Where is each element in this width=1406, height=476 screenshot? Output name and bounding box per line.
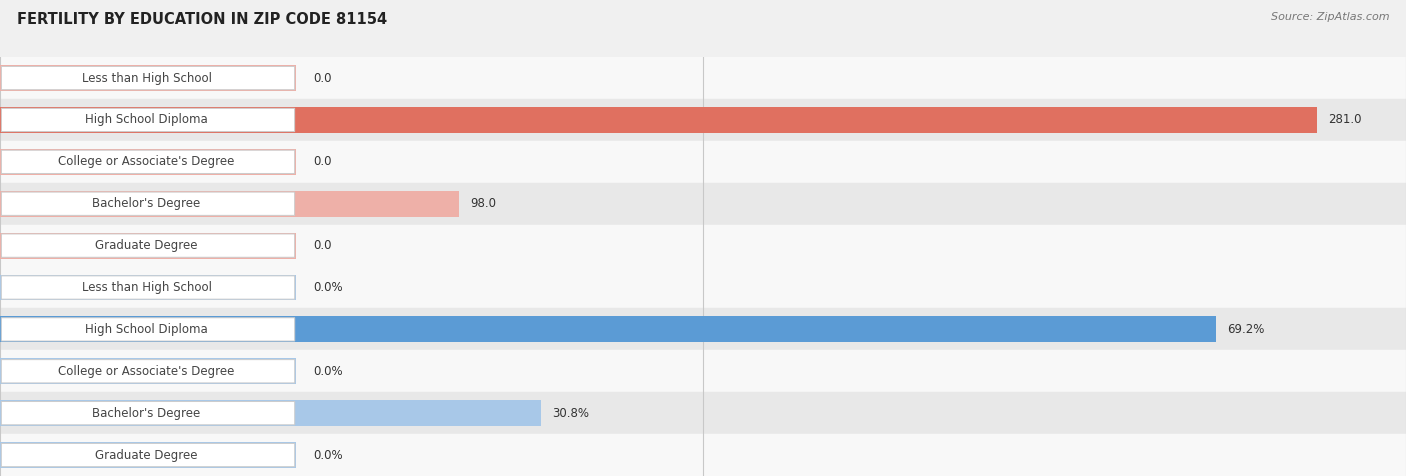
FancyBboxPatch shape <box>1 402 295 425</box>
FancyBboxPatch shape <box>1 67 295 89</box>
FancyBboxPatch shape <box>1 444 295 466</box>
Text: High School Diploma: High School Diploma <box>86 113 208 127</box>
FancyBboxPatch shape <box>1 276 295 299</box>
Text: 0.0%: 0.0% <box>314 448 343 462</box>
Text: 0.0%: 0.0% <box>314 365 343 378</box>
Text: Less than High School: Less than High School <box>82 281 212 294</box>
Bar <box>0 400 541 426</box>
Bar <box>0 183 1406 225</box>
Text: Graduate Degree: Graduate Degree <box>96 448 198 462</box>
FancyBboxPatch shape <box>1 234 295 257</box>
Text: College or Associate's Degree: College or Associate's Degree <box>59 155 235 169</box>
Bar <box>0 191 460 217</box>
Bar <box>0 392 1406 434</box>
Text: 30.8%: 30.8% <box>553 407 589 420</box>
Bar <box>0 225 1406 267</box>
Bar <box>0 141 1406 183</box>
FancyBboxPatch shape <box>1 318 295 341</box>
FancyBboxPatch shape <box>1 192 295 215</box>
FancyBboxPatch shape <box>1 360 295 383</box>
Bar <box>0 442 297 468</box>
Bar <box>0 275 297 300</box>
Bar <box>0 267 1406 308</box>
Bar <box>0 434 1406 476</box>
Text: Bachelor's Degree: Bachelor's Degree <box>93 407 201 420</box>
Bar <box>0 233 297 258</box>
FancyBboxPatch shape <box>1 150 295 173</box>
Bar <box>0 149 297 175</box>
Text: 0.0: 0.0 <box>314 71 332 85</box>
Text: FERTILITY BY EDUCATION IN ZIP CODE 81154: FERTILITY BY EDUCATION IN ZIP CODE 81154 <box>17 12 387 27</box>
Bar <box>0 57 1406 99</box>
Text: Source: ZipAtlas.com: Source: ZipAtlas.com <box>1271 12 1389 22</box>
Bar <box>0 308 1406 350</box>
Bar <box>0 107 1317 133</box>
Text: College or Associate's Degree: College or Associate's Degree <box>59 365 235 378</box>
FancyBboxPatch shape <box>1 109 295 131</box>
Text: Less than High School: Less than High School <box>82 71 212 85</box>
Bar <box>0 99 1406 141</box>
Text: 0.0: 0.0 <box>314 155 332 169</box>
Bar <box>0 317 1216 342</box>
Text: 0.0: 0.0 <box>314 239 332 252</box>
Text: 98.0: 98.0 <box>471 197 496 210</box>
Bar <box>0 358 297 384</box>
Text: 281.0: 281.0 <box>1329 113 1361 127</box>
Text: High School Diploma: High School Diploma <box>86 323 208 336</box>
Text: Bachelor's Degree: Bachelor's Degree <box>93 197 201 210</box>
Bar <box>0 65 297 91</box>
Text: 69.2%: 69.2% <box>1227 323 1265 336</box>
Text: 0.0%: 0.0% <box>314 281 343 294</box>
Bar <box>0 350 1406 392</box>
Text: Graduate Degree: Graduate Degree <box>96 239 198 252</box>
